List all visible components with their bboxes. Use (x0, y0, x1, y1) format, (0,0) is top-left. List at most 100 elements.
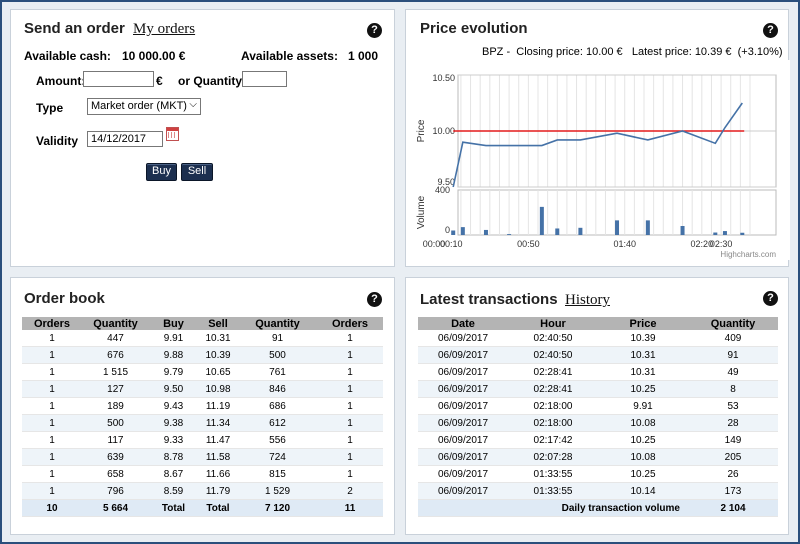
x-tick-label: 02:30 (710, 239, 733, 249)
order-type-value: Market order (MKT) (91, 100, 187, 112)
table-cell: 815 (238, 465, 317, 483)
total-cell: 5 664 (82, 499, 149, 517)
available-assets-value: 1 000 (348, 49, 379, 63)
total-cell: 10 (22, 499, 82, 517)
closing-price-value: 10.00 € (585, 46, 623, 58)
order-type-select[interactable]: Market order (MKT) ⌵ (87, 98, 201, 115)
price-tick-label: 10.50 (432, 73, 455, 83)
send-order-panel: Send an order My orders ? Available cash… (10, 9, 395, 267)
table-cell: 10.31 (598, 346, 688, 364)
price-axis-title: Price (416, 119, 427, 142)
price-tick-label: 10.00 (432, 126, 455, 136)
order-book-table: Orders Quantity Buy Sell Quantity Orders 1 447… (22, 317, 383, 517)
table-cell: 06/09/2017 (418, 414, 508, 432)
chevron-down-icon: ⌵ (189, 99, 197, 110)
table-cell: 500 (82, 414, 149, 432)
table-cell: 1 (317, 380, 383, 398)
table-cell: 02:28:41 (508, 380, 598, 398)
daily-volume-label: Daily transaction volume (418, 499, 688, 517)
validity-label: Validity (36, 134, 79, 148)
total-cell: 11 (317, 499, 383, 517)
type-label: Type (36, 101, 64, 115)
table-cell: 10.08 (598, 414, 688, 432)
table-cell: 06/09/2017 (418, 330, 508, 347)
help-icon[interactable]: ? (367, 292, 382, 307)
table-cell: 11.79 (198, 482, 238, 500)
table-cell: 9.91 (598, 397, 688, 415)
table-cell: 26 (688, 465, 778, 483)
table-cell: 1 (22, 363, 82, 381)
x-tick-label: 00:00 (423, 239, 446, 249)
column-header: Orders (317, 317, 383, 330)
calendar-icon[interactable] (166, 127, 179, 141)
quantity-input[interactable] (242, 71, 287, 87)
table-cell: 612 (238, 414, 317, 432)
table-cell: 10.39 (598, 330, 688, 347)
table-cell: 1 (317, 346, 383, 364)
table-row: 1 796 8.59 11.79 1 529 2 (22, 482, 383, 500)
column-header: Buy (149, 317, 198, 330)
volume-bar (539, 206, 544, 235)
amount-input[interactable] (83, 71, 154, 87)
x-tick-label: 00:50 (517, 239, 540, 249)
sell-button[interactable]: Sell (181, 163, 213, 181)
table-cell: 1 (22, 397, 82, 415)
help-icon[interactable]: ? (763, 23, 778, 38)
volume-bar (680, 226, 685, 235)
table-cell: 02:18:00 (508, 397, 598, 415)
buy-button[interactable]: Buy (146, 163, 177, 181)
table-cell: 1 (317, 363, 383, 381)
table-cell: 409 (688, 330, 778, 347)
help-icon[interactable]: ? (367, 23, 382, 38)
table-cell: 28 (688, 414, 778, 432)
table-cell: 205 (688, 448, 778, 466)
table-cell: 724 (238, 448, 317, 466)
table-cell: 1 (22, 414, 82, 432)
table-row: 1 447 9.91 10.31 91 1 (22, 330, 383, 347)
quantity-label: or Quantity: (178, 74, 246, 88)
table-cell: 9.88 (149, 346, 198, 364)
table-row: 1 127 9.50 10.98 846 1 (22, 380, 383, 398)
closing-price-label: Closing price: (516, 46, 583, 58)
daily-volume-value: 2 104 (688, 499, 778, 517)
table-cell: 1 (317, 397, 383, 415)
table-cell: 117 (82, 431, 149, 449)
table-row: 06/09/2017 02:18:00 9.91 53 (418, 397, 778, 415)
table-cell: 06/09/2017 (418, 431, 508, 449)
help-icon[interactable]: ? (763, 291, 778, 306)
table-cell: 9.38 (149, 414, 198, 432)
available-cash-label: Available cash: (24, 49, 111, 63)
price-change: (+3.10%) (737, 46, 783, 58)
table-row: 06/09/2017 02:07:28 10.08 205 (418, 448, 778, 466)
table-cell: 1 (317, 414, 383, 432)
column-header: Quantity (238, 317, 317, 330)
table-cell: 9.79 (149, 363, 198, 381)
table-cell: 06/09/2017 (418, 380, 508, 398)
price-summary: BPZ - Closing price: 10.00 € Latest pric… (482, 46, 783, 58)
table-cell: 686 (238, 397, 317, 415)
table-cell: 500 (238, 346, 317, 364)
table-cell: 8.78 (149, 448, 198, 466)
x-tick-label: 01:40 (613, 239, 636, 249)
table-cell: 02:40:50 (508, 330, 598, 347)
total-cell: 7 120 (238, 499, 317, 517)
latest-price-label: Latest price: (631, 46, 692, 58)
history-link[interactable]: History (565, 292, 610, 308)
table-cell: 447 (82, 330, 149, 347)
volume-bar (645, 220, 650, 235)
table-cell: 8.59 (149, 482, 198, 500)
price-evolution-panel: Price evolution ? BPZ - Closing price: 1… (405, 9, 790, 267)
table-cell: 1 (22, 482, 82, 500)
my-orders-link[interactable]: My orders (133, 21, 196, 37)
table-cell: 10.25 (598, 465, 688, 483)
validity-date-input[interactable] (87, 131, 163, 147)
table-cell: 1 515 (82, 363, 149, 381)
table-cell: 10.25 (598, 431, 688, 449)
table-cell: 2 (317, 482, 383, 500)
table-cell: 1 (22, 330, 82, 347)
volume-bar (615, 220, 620, 235)
table-cell: 11.58 (198, 448, 238, 466)
column-header: Quantity (82, 317, 149, 330)
column-header: Hour (508, 317, 598, 330)
